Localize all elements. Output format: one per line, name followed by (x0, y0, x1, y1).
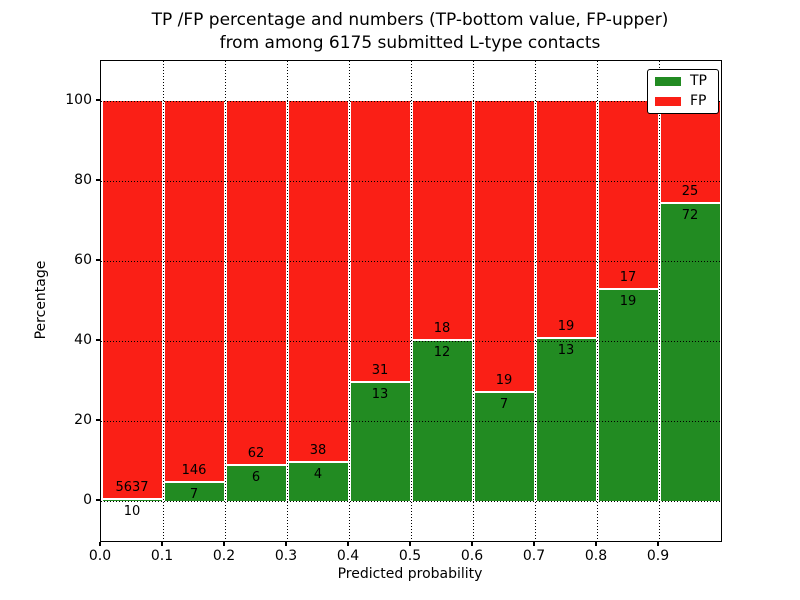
fp-count-label: 25 (681, 184, 699, 200)
x-tick-label: 0.0 (88, 548, 112, 564)
tp-count-label: 6 (251, 469, 261, 485)
legend-item-tp: TP (655, 74, 711, 89)
fp-count-label: 19 (495, 373, 513, 389)
x-tick-label: 0.1 (150, 548, 174, 564)
gridline-x (286, 61, 288, 541)
y-tick-label: 60 (74, 252, 92, 268)
x-tick (223, 541, 225, 546)
bar-segment-fp (598, 101, 658, 290)
tp-count-label: 72 (681, 208, 699, 224)
gridline-x (596, 61, 598, 541)
y-tick (96, 499, 100, 501)
legend-patch-tp-icon (655, 77, 681, 86)
bar-segment-fp (474, 101, 534, 394)
tp-count-label: 19 (619, 293, 637, 309)
y-axis-label: Percentage (33, 260, 49, 340)
x-tick (161, 541, 163, 546)
bar-segment-tp (288, 462, 348, 501)
y-tick (96, 339, 100, 341)
fp-count-label: 17 (619, 269, 637, 285)
gridline-x (472, 61, 474, 541)
gridline-x (658, 61, 660, 541)
legend-label-tp: TP (690, 73, 707, 89)
bar-segment-tp (350, 382, 410, 501)
gridline-x (348, 61, 350, 541)
tp-count-label: 7 (499, 397, 509, 413)
x-tick (285, 541, 287, 546)
fp-count-label: 62 (247, 445, 265, 461)
chart-title-line1: TP /FP percentage and numbers (TP-bottom… (151, 10, 669, 30)
legend: TP FP (647, 69, 719, 114)
fp-count-label: 5637 (115, 480, 149, 496)
x-tick-label: 0.8 (584, 548, 608, 564)
y-tick (96, 259, 100, 261)
bar-segment-fp (102, 101, 162, 501)
bar-segment-fp (164, 101, 224, 483)
fp-count-label: 146 (181, 462, 207, 478)
chart-title: TP /FP percentage and numbers (TP-bottom… (100, 9, 720, 55)
fp-count-label: 38 (309, 442, 327, 458)
x-tick (347, 541, 349, 546)
legend-patch-fp-icon (655, 97, 681, 106)
bar-segment-tp (536, 338, 596, 501)
y-tick (96, 179, 100, 181)
bar-segment-fp (226, 101, 286, 466)
gridline-x (410, 61, 412, 541)
y-tick-label: 100 (65, 92, 92, 108)
x-tick-label: 0.7 (522, 548, 546, 564)
fp-count-label: 31 (371, 362, 389, 378)
fp-count-label: 19 (557, 318, 575, 334)
gridline-x (534, 61, 536, 541)
y-tick-label: 40 (74, 332, 92, 348)
x-tick-label: 0.2 (212, 548, 236, 564)
fp-count-label: 18 (433, 321, 451, 336)
y-tick-label: 20 (74, 412, 92, 428)
y-tick-label: 0 (83, 492, 92, 508)
chart-title-line2: from among 6175 submitted L-type contact… (219, 33, 601, 53)
tp-count-label: 4 (313, 466, 323, 482)
bar-segment-fp (288, 101, 348, 463)
tp-count-label: 13 (371, 386, 389, 402)
legend-label-fp: FP (690, 93, 707, 109)
bar-segment-tp (660, 204, 720, 501)
x-tick (409, 541, 411, 546)
x-tick (657, 541, 659, 546)
x-tick (471, 541, 473, 546)
x-axis-label: Predicted probability (337, 566, 483, 582)
x-tick (99, 541, 101, 546)
plot-area: TP FP 5637 10 146 7 62 6 38 4 31 13 18 12 19 7 19 13 17 1… (100, 60, 722, 542)
x-tick-label: 0.5 (398, 548, 422, 564)
bar-segment-tp (474, 393, 534, 501)
x-tick-label: 0.3 (274, 548, 298, 564)
y-tick (96, 99, 100, 101)
bar-segment-tp (164, 482, 224, 501)
x-tick-label: 0.6 (460, 548, 484, 564)
tp-count-label: 7 (189, 486, 199, 502)
bar-segment-tp (226, 465, 286, 501)
tp-count-label: 12 (433, 345, 451, 360)
x-tick-label: 0.9 (646, 548, 670, 564)
x-tick (595, 541, 597, 546)
y-tick-label: 80 (74, 172, 92, 188)
tp-count-label: 10 (123, 504, 141, 520)
tp-count-label: 13 (557, 342, 575, 358)
bar-segment-tp (598, 289, 658, 501)
bar-segment-fp (412, 101, 472, 341)
x-tick-label: 0.4 (336, 548, 360, 564)
x-tick (533, 541, 535, 546)
bar-segment-fp (536, 101, 596, 339)
legend-item-fp: FP (655, 94, 711, 109)
y-tick (96, 419, 100, 421)
gridline-x (162, 61, 164, 541)
gridline-x (224, 61, 226, 541)
bar-segment-fp (350, 101, 410, 383)
bar-segment-fp (660, 101, 720, 205)
